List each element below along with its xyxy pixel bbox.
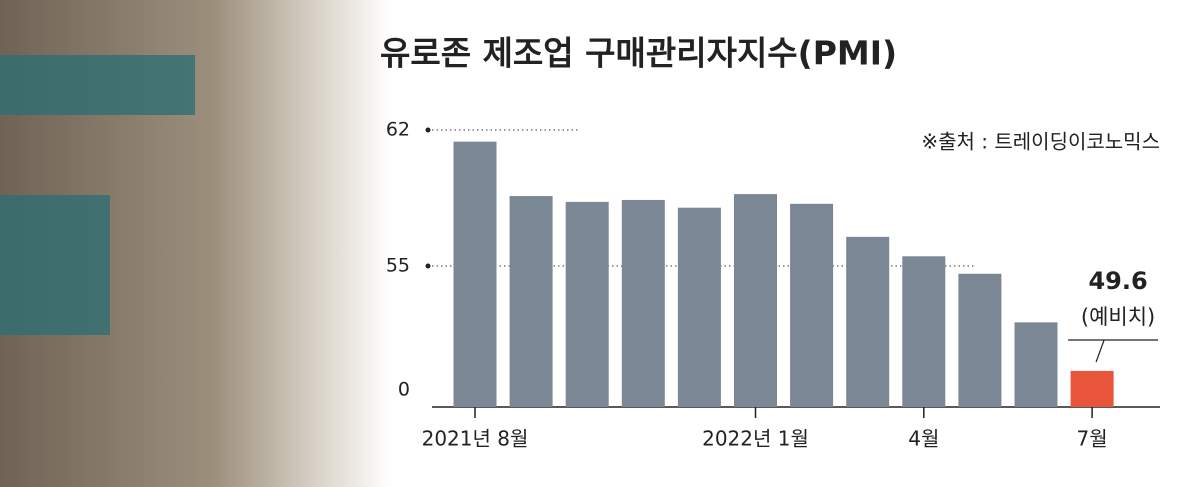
bar [958, 273, 1002, 407]
bar [790, 203, 834, 407]
y-tick-label: 55 [386, 255, 410, 277]
tick-dot [425, 127, 431, 133]
bar [1014, 322, 1058, 407]
chart-title: 유로존 제조업 구매관리자지수(PMI) [380, 34, 897, 73]
bar [1070, 370, 1114, 407]
callout-line [1068, 339, 1159, 363]
x-tick-label: 2022년 1월 [702, 427, 809, 451]
y-tick-label: 62 [386, 119, 410, 141]
tick-dot [425, 263, 431, 269]
x-tick-label: 7월 [1077, 427, 1108, 451]
bar [846, 236, 890, 407]
boat [0, 195, 110, 335]
x-tick-label: 2021년 8월 [422, 427, 529, 451]
bar [677, 207, 721, 407]
source: ※출처 : 트레이딩이코노믹스 [921, 130, 1160, 154]
bar [621, 199, 665, 407]
bar [734, 194, 777, 407]
annotation: (예비치) [1081, 305, 1155, 329]
y-tick-label: 0 [398, 379, 410, 401]
bar [453, 141, 497, 407]
bar [509, 196, 553, 407]
bar [902, 256, 946, 407]
value-label: 49.6 [1088, 267, 1147, 295]
x-tick-label: 4월 [908, 427, 939, 451]
boat [0, 55, 195, 115]
bar [565, 201, 609, 407]
